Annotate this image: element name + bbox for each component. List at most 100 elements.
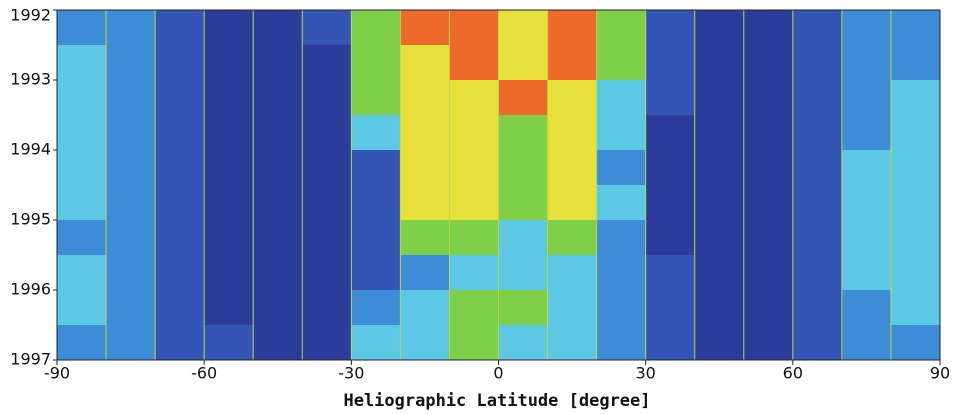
heat-cell (499, 10, 549, 46)
heat-cell (351, 185, 401, 221)
heat-cell (646, 325, 696, 361)
x-tick-label: 60 (783, 364, 803, 383)
heat-cell (155, 45, 205, 81)
heat-cell (302, 10, 352, 46)
heat-cell (106, 185, 156, 221)
heat-cell (744, 290, 794, 326)
heat-cell (793, 10, 843, 46)
heat-cell (646, 10, 696, 46)
heat-cell (646, 290, 696, 326)
heat-cell (400, 10, 450, 46)
heat-cell (499, 115, 549, 151)
heat-cell (204, 255, 254, 291)
heat-cell (793, 80, 843, 116)
heat-cell (449, 255, 499, 291)
heat-cell (695, 220, 745, 256)
heat-cell (400, 220, 450, 256)
y-tick-label: 1993 (10, 70, 51, 89)
heat-cell (891, 45, 941, 81)
heat-cell (155, 255, 205, 291)
heat-cell (548, 10, 598, 46)
heat-cell (106, 255, 156, 291)
heat-cell (597, 115, 647, 151)
heat-cell (597, 325, 647, 361)
heat-cell (253, 115, 303, 151)
x-axis-label: Heliographic Latitude [degree] (343, 391, 650, 411)
heat-cell (302, 185, 352, 221)
heat-cell (155, 325, 205, 361)
heat-cell (400, 185, 450, 221)
heat-cell (891, 150, 941, 186)
heat-cell (253, 45, 303, 81)
heat-cell (891, 115, 941, 151)
heat-cell (400, 45, 450, 81)
heat-cell (57, 290, 107, 326)
heat-cell (744, 325, 794, 361)
heat-cell (449, 45, 499, 81)
heat-cell (253, 325, 303, 361)
heat-cell (302, 45, 352, 81)
heat-cell (204, 325, 254, 361)
heat-cell (695, 80, 745, 116)
heat-cell (204, 45, 254, 81)
heat-cell (302, 290, 352, 326)
heat-cell (106, 325, 156, 361)
heat-cell (106, 45, 156, 81)
heat-cell (499, 255, 549, 291)
heat-cell (695, 115, 745, 151)
heat-cell (842, 325, 892, 361)
heat-cell (695, 325, 745, 361)
heat-cell (499, 220, 549, 256)
heat-cell (744, 185, 794, 221)
heat-cell (695, 290, 745, 326)
heat-cell (499, 150, 549, 186)
heat-cell (449, 185, 499, 221)
heat-cell (744, 220, 794, 256)
heat-cell (842, 80, 892, 116)
heat-cell (351, 115, 401, 151)
heat-cell (548, 325, 598, 361)
heat-cell (204, 10, 254, 46)
heat-cell (400, 80, 450, 116)
heat-cell (155, 185, 205, 221)
heat-cell (793, 290, 843, 326)
heat-cell (597, 290, 647, 326)
heat-cell (499, 45, 549, 81)
heat-cell (793, 255, 843, 291)
heat-cell (842, 290, 892, 326)
x-tick-label: 90 (930, 364, 950, 383)
y-tick-label: 1992 (10, 6, 51, 25)
heat-cell (597, 150, 647, 186)
heat-cell (204, 150, 254, 186)
heat-cell (106, 115, 156, 151)
heat-cell (449, 290, 499, 326)
heat-cell (891, 220, 941, 256)
heat-cell (449, 150, 499, 186)
heat-cell (793, 115, 843, 151)
heat-cell (793, 325, 843, 361)
chart: Heliographic Latitude [degree] -90-60-30… (0, 0, 957, 414)
heat-cell (57, 10, 107, 46)
heat-cell (57, 255, 107, 291)
heat-cell (57, 185, 107, 221)
heat-cell (499, 290, 549, 326)
x-tick-label: -60 (191, 364, 217, 383)
heat-cell (891, 325, 941, 361)
heat-cell (302, 150, 352, 186)
heat-cell (253, 220, 303, 256)
heat-cell (155, 80, 205, 116)
heat-cell (351, 45, 401, 81)
heat-cell (302, 115, 352, 151)
heat-cell (400, 150, 450, 186)
heat-cell (400, 290, 450, 326)
heat-cell (155, 115, 205, 151)
heat-cell (548, 150, 598, 186)
heat-cell (548, 115, 598, 151)
heat-cell (695, 255, 745, 291)
heat-cell (548, 45, 598, 81)
x-tick-label: 0 (493, 364, 503, 383)
heat-cell (400, 325, 450, 361)
heat-cell (253, 10, 303, 46)
heat-cell (793, 150, 843, 186)
heat-cell (106, 290, 156, 326)
